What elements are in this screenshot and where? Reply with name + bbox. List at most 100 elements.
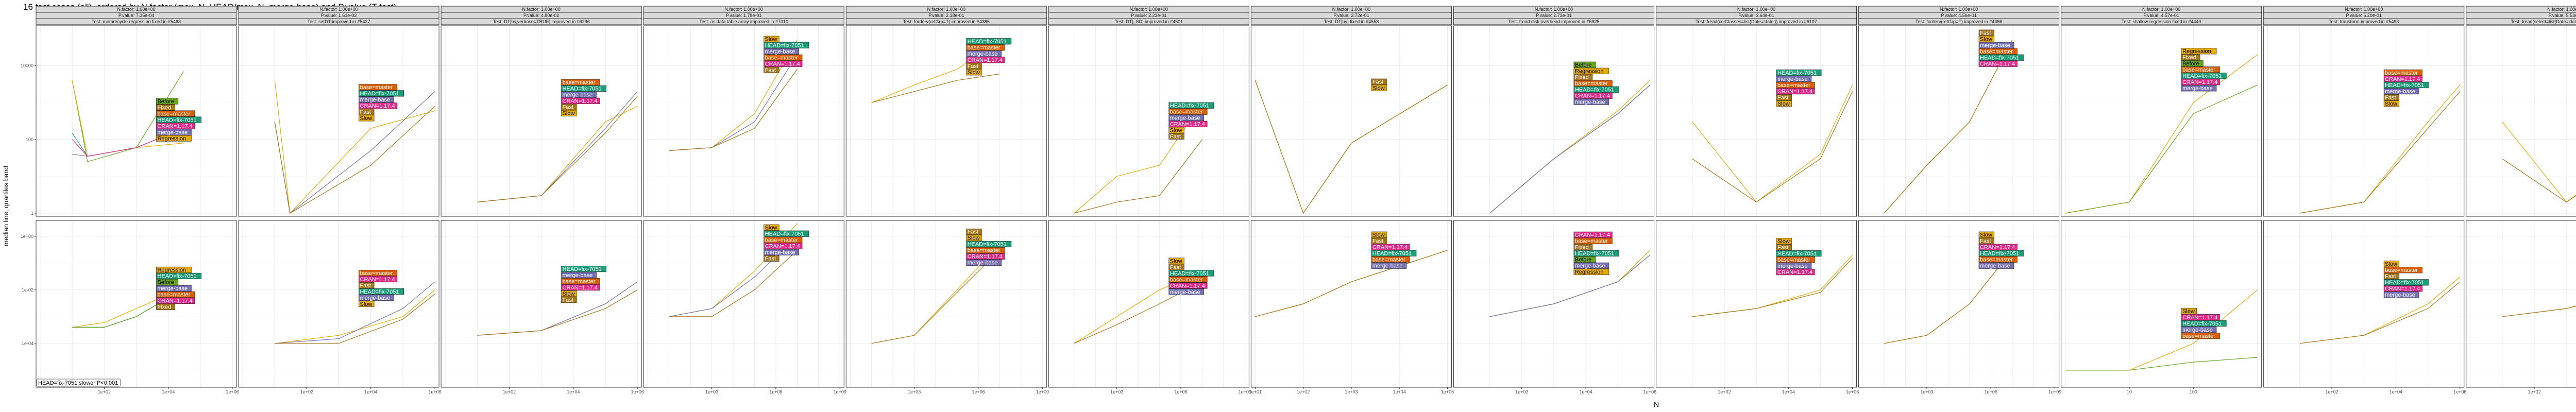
direct-label: Fixed [1575,75,1589,81]
direct-label: merge-base [157,286,188,292]
direct-label-box [156,98,179,105]
direct-label: Slow [968,70,980,76]
direct-label: merge-base [1777,263,1808,269]
strip-test-text: Test: fread disk overhead improved in #6… [1508,19,1599,24]
y-tick-label: 1e+00 [21,234,33,239]
direct-label: Fast [765,67,776,74]
direct-label: Regression [1575,269,1604,276]
direct-label: merge-base [968,260,998,266]
direct-label-box [2383,291,2419,298]
direct-label: HEAD=fix-7051 [1575,87,1614,93]
panel-border [36,220,237,388]
direct-label: Slow [563,291,575,297]
direct-label: CRAN=1.17.4 [563,285,598,291]
direct-label: base=master [2182,333,2215,339]
x-tick-label: 1e+06 [769,389,782,394]
direct-label: base=master [968,248,1001,254]
x-tick-label: 1e+02 [1718,389,1731,394]
direct-label-box [1573,67,1609,74]
direct-label: Fast [563,297,573,303]
direct-label-box [561,110,577,116]
direct-label-box [2383,285,2422,292]
strip-pvalue-text: P.value: 2.72e-01 [1333,13,1369,18]
strip-test [643,18,844,25]
series-line-slow [274,80,435,214]
direct-label: Regression [2182,48,2211,55]
direct-label: Before [157,98,174,105]
direct-label: base=master [1575,81,1608,87]
direct-label: Fast [1777,245,1788,251]
direct-label-box [359,90,404,97]
significance-note-box [36,379,121,387]
direct-label-box [2181,79,2220,85]
x-tick-label: 1e+06 [1846,389,1859,394]
direct-label-box [156,291,195,298]
direct-label-box [966,247,1005,254]
direct-label-box [2383,76,2422,82]
direct-label: Fast [2385,95,2396,101]
strip-test-text: Test: setDT improved in #5427 [308,19,370,24]
direct-label: merge-base [1170,115,1200,122]
panel-border [238,220,439,388]
direct-label: base=master [360,84,393,91]
direct-label-box [1978,36,1994,42]
series-line-fast [871,250,1000,344]
direct-label-box [1776,76,1812,82]
direct-label-box [156,303,175,310]
direct-label: merge-base [1575,99,1605,106]
direct-label-box [764,249,799,255]
strip-pvalue-text: P.value: 3.64e-01 [1738,13,1774,18]
direct-label-box [1371,250,1417,256]
x-tick-label: 1e+03 [1345,389,1358,394]
direct-label-box [2181,314,2220,321]
direct-label-box [764,36,779,42]
direct-label: HEAD=fix-7051 [968,39,1007,45]
direct-label: merge-base [765,49,795,55]
direct-label: merge-base [360,295,391,301]
direct-label-box [156,266,192,273]
series-line-merge-base [275,281,435,344]
direct-label-box [1978,60,2018,67]
direct-label-box [1978,244,2018,250]
direct-label-box [561,85,607,92]
direct-label: HEAD=fix-7051 [2385,280,2424,286]
direct-label: merge-base [2385,89,2415,95]
direct-label: Fixed [1575,245,1589,251]
panel-border [1453,220,1654,388]
y-tick-label: 1e-04 [22,341,33,346]
direct-label-box [359,282,375,289]
x-tick-label: 1e+04 [2389,389,2402,394]
strip-test-text: Test: transform improved in #5493 [2329,19,2399,24]
direct-label-box [2181,48,2217,55]
direct-label: merge-base [360,97,391,103]
panel-border [2466,220,2576,388]
direct-label: CRAN=1.17.4 [1170,283,1205,289]
direct-label-box [2383,100,2400,107]
direct-label-box [1978,262,2014,269]
direct-label-box [1978,237,1994,244]
direct-label-box [764,236,803,243]
panel-border [1656,220,1857,388]
strip-test-text: Test: fread(colClasses=list(Date='date')… [1696,19,1817,24]
direct-label: CRAN=1.17.4 [1372,245,1408,251]
direct-label-box [764,255,779,262]
direct-label-box [966,228,982,235]
direct-label-box [561,284,600,291]
direct-label: Slow [563,111,575,117]
direct-label: merge-base [1980,263,2010,269]
direct-label: CRAN=1.17.4 [157,298,192,304]
strip-test-text: Test: memrecycle regression fixed in #54… [92,19,181,24]
direct-label-box [561,272,597,279]
direct-label-box [2181,54,2200,61]
direct-label-box [156,279,179,285]
strip-nfactor-text: N.factor: 1.00e+00 [1940,7,1978,12]
direct-label: HEAD=fix-7051 [2385,82,2424,89]
direct-label-box [1978,54,2024,61]
direct-label: Fast [1980,238,1991,245]
direct-label-box [359,102,398,109]
direct-label: CRAN=1.17.4 [1980,61,2015,67]
direct-label-box [1573,86,1619,93]
direct-label-box [2383,88,2419,95]
series-line-slow [2502,122,2576,203]
x-tick-label: 1e+06 [972,389,985,394]
